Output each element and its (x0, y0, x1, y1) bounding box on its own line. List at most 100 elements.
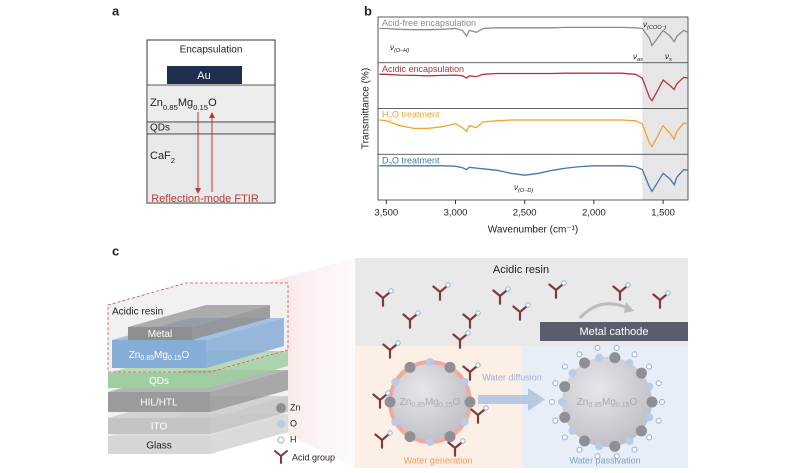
acid-group (432, 285, 448, 301)
h-atom (415, 310, 421, 316)
text-segment: Mg (154, 350, 168, 361)
zn-atom (404, 361, 416, 373)
layer-label: Glass (146, 441, 172, 452)
particle-label: Zn0.85Mg0.15O (577, 397, 638, 410)
subscript: s (669, 57, 672, 63)
h-atom (665, 290, 671, 296)
zn-atom (609, 352, 621, 364)
zn-atom (635, 367, 647, 379)
zn-atom (559, 381, 571, 393)
text-segment: O (182, 350, 190, 361)
o-atom (460, 378, 469, 386)
text-segment: ν (514, 183, 518, 192)
subscript: 0.85 (411, 402, 425, 409)
scheme-molecules (372, 280, 671, 460)
zn-atom (635, 425, 647, 437)
o-atom (558, 398, 566, 406)
acid-group (452, 333, 468, 349)
text-segment: Zn (129, 350, 141, 361)
h-atom (552, 417, 559, 424)
zn-atom (609, 440, 621, 452)
h-atom (659, 399, 665, 405)
y-axis-label: Transmittance (%) (361, 68, 372, 149)
panel-label: a (112, 3, 120, 18)
text-segment: ν (665, 52, 669, 61)
h-atom (646, 363, 653, 370)
h-atom (655, 417, 662, 424)
layer-front (112, 340, 206, 368)
legend-label: Zn (290, 402, 301, 412)
h-atom (655, 380, 662, 387)
particle-label: Zn0.85Mg0.15O (400, 397, 461, 410)
legend-label: H (290, 434, 297, 444)
acid-group (612, 285, 628, 301)
subscript: as (637, 57, 643, 63)
o-atom (625, 436, 634, 445)
resin-outline (107, 282, 289, 373)
o-atom (625, 359, 634, 368)
spectrum (379, 72, 689, 102)
diffusion-arrow (478, 395, 528, 404)
subscript: (COO⁻) (647, 25, 667, 31)
text-segment: ν (633, 52, 637, 61)
o-atom (426, 438, 434, 446)
acid-group (402, 313, 418, 329)
curved-arrow (578, 302, 629, 320)
h-atom (525, 302, 531, 308)
au-electrode (167, 66, 242, 84)
o-atom (568, 426, 577, 435)
x-tick-label: 2,500 (513, 208, 537, 219)
acid-group (374, 433, 390, 449)
x-tick-label: 2,000 (582, 208, 606, 219)
layer-label: HIL/HTL (140, 398, 178, 409)
h-atom (576, 351, 583, 358)
h-atom (387, 430, 393, 436)
h-atom (625, 282, 631, 288)
zmo-label: Zn0.85Mg0.15O (150, 97, 217, 112)
subscript: 0.15 (439, 402, 453, 409)
text-segment: Zn (150, 97, 163, 109)
text-segment: D (382, 156, 389, 166)
zn-atom (646, 396, 658, 408)
layer-front (108, 418, 210, 434)
h-atom (613, 344, 620, 351)
zn-atom (464, 396, 476, 408)
acid-group (462, 365, 478, 381)
peak-annotation: ν(O–D) (514, 183, 533, 194)
legend-o (277, 420, 285, 428)
o-atom (460, 418, 469, 426)
layer-label: ITO (151, 422, 168, 433)
o-atom (391, 418, 400, 426)
acid-group (274, 450, 288, 464)
zn-atom (579, 357, 590, 369)
h-atom (561, 434, 568, 441)
layer-side (192, 305, 270, 340)
series-label: Acid-free encapsulation (382, 18, 476, 28)
o-atom (595, 442, 604, 451)
layer-label: Zn0.85Mg0.15O (129, 350, 190, 363)
h-atom (445, 282, 451, 288)
peak-annotation: νas (633, 52, 643, 63)
subscript: (O–H) (394, 48, 409, 54)
h-atom (395, 340, 401, 346)
h-atom (631, 351, 638, 358)
series-label: Acidic encapsulation (382, 64, 464, 74)
o-atom (645, 413, 654, 422)
subscript: 2 (389, 116, 393, 123)
x-tick-label: 3,500 (374, 208, 398, 219)
acid-group (470, 408, 486, 424)
h-atom (646, 434, 653, 441)
resin-label: Acidic resin (112, 307, 163, 318)
zn-atom (444, 431, 456, 443)
h-atom (594, 453, 601, 460)
text-segment: ν (390, 43, 394, 52)
spectrum (379, 26, 689, 47)
subscript: (O–D) (518, 188, 533, 194)
layer-label: Metal (148, 329, 172, 340)
zn-atom (559, 411, 571, 423)
subscript: 2 (171, 156, 175, 165)
arrow-head (195, 188, 201, 194)
layer-side (210, 351, 288, 388)
generation-label: Water generation (404, 455, 473, 465)
